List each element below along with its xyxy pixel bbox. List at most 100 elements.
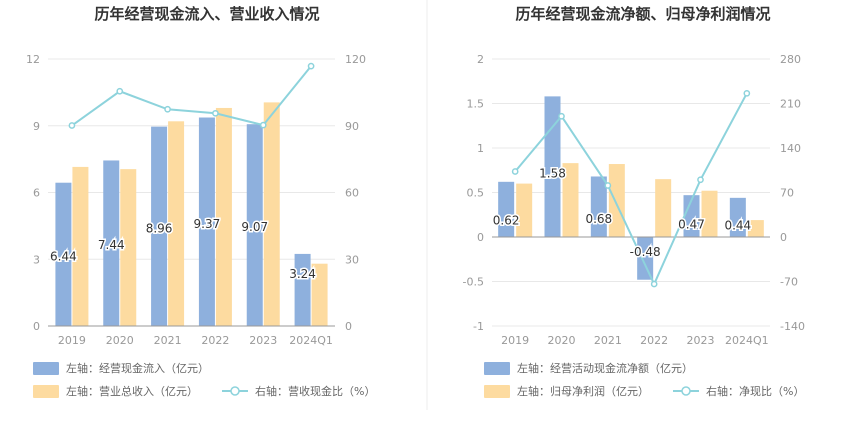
legend-label: 左轴：营业总收入（亿元） — [66, 384, 198, 398]
bar-secondary — [263, 102, 280, 326]
left-axis-tick-label: -0.5 — [463, 276, 484, 289]
line-point — [164, 105, 171, 113]
left-axis-tick-label: 1.5 — [467, 98, 485, 111]
x-axis-tick-label: 2020 — [106, 334, 134, 347]
right-axis-tick-label: 280 — [780, 53, 801, 66]
legend-label: 右轴：营收现金比（%） — [255, 384, 375, 398]
left-axis-tick-label: 0.5 — [467, 187, 485, 200]
line-point — [697, 176, 704, 184]
x-axis-tick-label: 2021 — [594, 334, 622, 347]
chart-title: 历年经营现金流入、营业收入情况 — [94, 5, 319, 23]
bar-data-label: 9.37 — [194, 217, 221, 231]
line-point — [259, 121, 267, 129]
bar-data-label: 0.44 — [724, 218, 751, 232]
bar-primary — [637, 237, 654, 280]
left-axis-tick-label: -1 — [473, 320, 484, 333]
line-point — [604, 182, 612, 189]
line-point — [68, 122, 76, 129]
bar-data-label: 8.96 — [146, 221, 173, 235]
right-axis-tick-label: 120 — [345, 53, 366, 66]
bar-data-label: 7.44 — [98, 238, 125, 252]
legend-swatch — [484, 362, 510, 375]
bar-secondary — [311, 263, 328, 326]
line-point — [511, 168, 519, 175]
legend-swatch — [484, 385, 510, 398]
x-axis-tick-label: 2021 — [154, 334, 182, 347]
line-series — [514, 92, 748, 287]
bar-secondary — [701, 190, 718, 237]
bar-secondary — [608, 164, 625, 237]
legend-label: 左轴：经营现金流入（亿元） — [66, 361, 209, 375]
left-axis-tick-label: 1 — [477, 142, 484, 155]
bar-secondary — [516, 183, 533, 237]
bar-secondary — [562, 163, 579, 237]
line-point — [116, 87, 124, 95]
left-axis-tick-label: 3 — [33, 253, 40, 266]
left-axis-tick-label: 0 — [33, 320, 40, 333]
bar-data-label: -0.48 — [630, 245, 661, 259]
bar-data-label: 0.62 — [493, 213, 520, 227]
x-axis-tick-label: 2019 — [501, 334, 529, 347]
legend-swatch-marker — [681, 386, 691, 396]
x-axis-tick-label: 2022 — [640, 334, 668, 347]
bar-secondary — [72, 166, 89, 326]
bar-data-label: 9.07 — [241, 220, 268, 234]
bar-secondary — [747, 220, 764, 237]
line-point — [212, 109, 219, 117]
left-axis-tick-label: 0 — [477, 231, 484, 244]
line-point — [307, 62, 315, 70]
chart-title: 历年经营现金流净额、归母净利润情况 — [515, 5, 770, 23]
legend-label: 左轴：归母净利润（亿元） — [517, 384, 649, 398]
bar-primary — [729, 197, 746, 237]
legend-swatch — [33, 362, 59, 375]
chart-panel-net-cash-profit: 历年经营现金流净额、归母净利润情况 -1 -0.5 0 0.5 1 1.5 2 -140 -70 0… — [463, 5, 805, 398]
bar-data-label: 0.47 — [678, 217, 705, 231]
right-axis-tick-label: 210 — [780, 98, 801, 111]
x-axis-tick-label: 2023 — [687, 334, 715, 347]
legend-label: 右轴：净现比（%） — [706, 384, 804, 398]
bar-primary — [294, 253, 311, 326]
x-axis-tick-label: 2019 — [58, 334, 86, 347]
right-axis-tick-label: 30 — [345, 253, 359, 266]
bar-data-label: 0.68 — [585, 212, 612, 226]
legend-swatch — [33, 385, 59, 398]
bar-primary — [246, 124, 263, 326]
bar-data-label: 6.44 — [50, 249, 77, 263]
bar-data-label: 1.58 — [539, 167, 566, 181]
bar-primary — [198, 117, 215, 326]
x-axis-tick-label: 2020 — [548, 334, 576, 347]
left-axis-tick-label: 2 — [477, 53, 484, 66]
line-point — [743, 89, 751, 97]
bar-primary — [590, 176, 607, 237]
left-axis-tick-label: 12 — [26, 53, 40, 66]
bar-data-label: 3.24 — [289, 267, 316, 281]
x-axis-tick-label: 2024Q1 — [289, 334, 333, 347]
right-axis-tick-label: 90 — [345, 120, 359, 133]
right-axis-tick-label: 0 — [780, 231, 787, 244]
right-axis-tick-label: 60 — [345, 187, 359, 200]
x-axis-tick-label: 2024Q1 — [725, 334, 769, 347]
x-axis-tick-label: 2022 — [201, 334, 229, 347]
right-axis-tick-label: -140 — [780, 320, 805, 333]
bar-secondary — [215, 107, 232, 326]
right-axis-tick-label: -70 — [780, 276, 798, 289]
legend-swatch-marker — [230, 386, 240, 396]
line-point — [650, 280, 658, 288]
bar-primary — [55, 182, 72, 326]
bar-primary — [498, 181, 515, 237]
bar-secondary — [120, 169, 137, 326]
x-axis-tick-label: 2023 — [249, 334, 277, 347]
bar-secondary — [655, 179, 672, 237]
right-axis-tick-label: 140 — [780, 142, 801, 155]
bar-secondary — [168, 121, 185, 326]
bar-primary — [151, 126, 168, 326]
right-axis-tick-label: 70 — [780, 187, 794, 200]
right-axis-tick-label: 0 — [345, 320, 352, 333]
line-series — [71, 65, 312, 127]
line-point — [558, 112, 565, 120]
left-axis-tick-label: 9 — [33, 120, 40, 133]
legend-label: 左轴：经营活动现金流净额（亿元） — [517, 361, 693, 375]
left-axis-tick-label: 6 — [33, 187, 40, 200]
